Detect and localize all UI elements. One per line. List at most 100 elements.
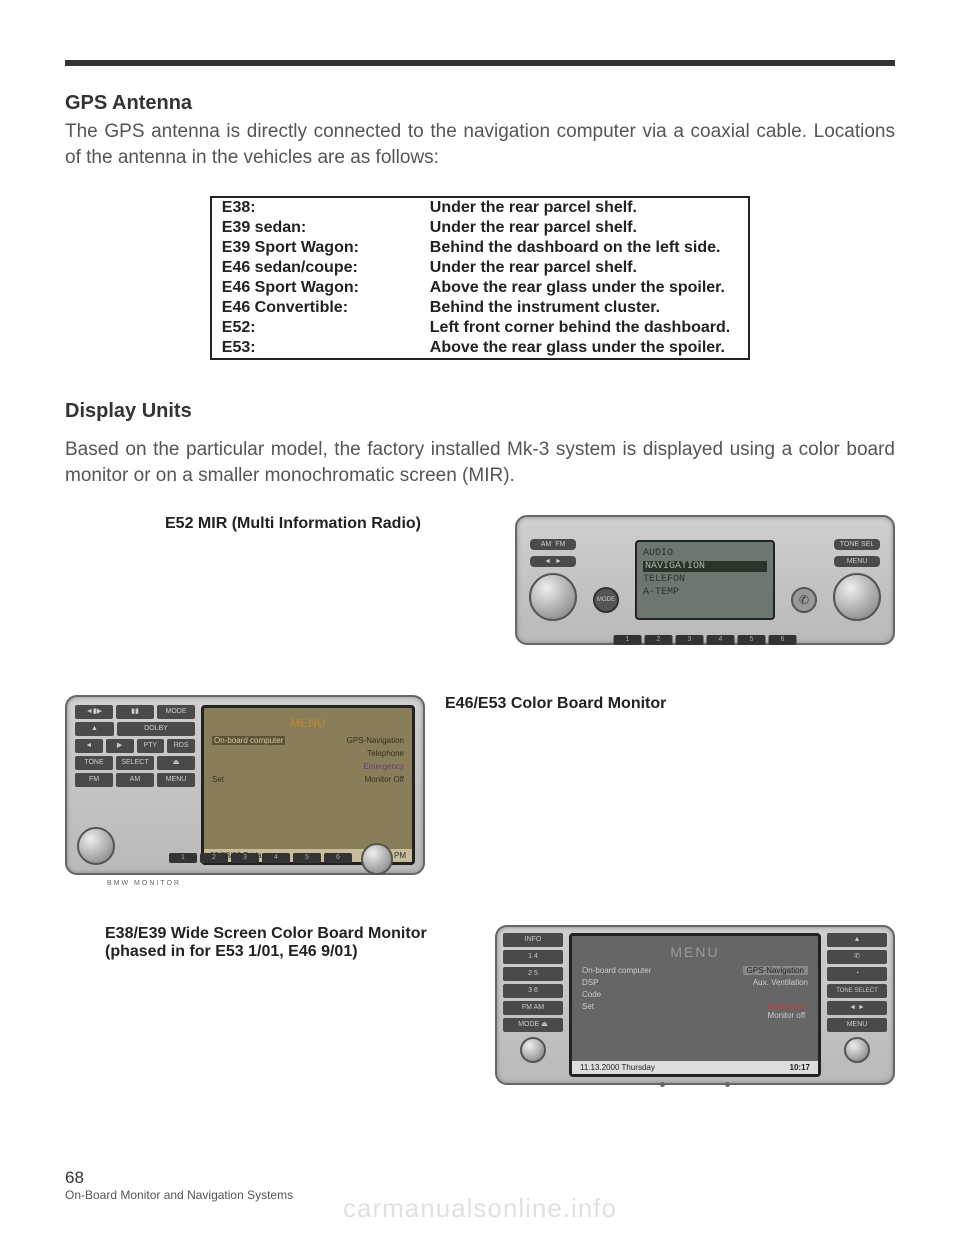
preset-3[interactable]: 3	[676, 635, 704, 645]
mode-button[interactable]: MODE	[593, 587, 619, 613]
tone-select-button[interactable]: TONE SELECT	[827, 984, 887, 998]
tune-knob[interactable]	[833, 573, 881, 621]
wide-gps: GPS-Navigation	[743, 966, 808, 975]
menu-button[interactable]: MENU	[827, 1018, 887, 1032]
loc-model: E53:	[211, 338, 420, 359]
row-wide: E38/E39 Wide Screen Color Board Monitor …	[65, 925, 895, 1085]
pty-button[interactable]: PTY	[137, 739, 165, 753]
mir-line1: AUDIO	[643, 548, 767, 559]
preset-1[interactable]: 1	[169, 853, 197, 863]
seek-left-button[interactable]: ◄	[75, 739, 103, 753]
preset-2[interactable]: 2	[645, 635, 673, 645]
loc-model: E46 Convertible:	[211, 298, 420, 318]
preset-3-6[interactable]: 3 6	[503, 984, 563, 998]
seek-buttons[interactable]: ◄ ►	[827, 1001, 887, 1015]
rds-button[interactable]: RDS	[167, 739, 195, 753]
clock-button[interactable]: ◔	[827, 967, 887, 981]
menu-button[interactable]: MENU	[834, 556, 880, 567]
preset-1[interactable]: 1	[614, 635, 642, 645]
seek-right-icon: ►	[555, 558, 562, 565]
loc-place: Above the rear glass under the spoiler.	[420, 338, 749, 359]
preset-6[interactable]: 6	[324, 853, 352, 863]
pause-button[interactable]: ▮▮	[116, 705, 154, 719]
fm-button[interactable]: FM	[75, 773, 113, 787]
menu-button[interactable]: MENU	[157, 773, 195, 787]
dolby-label: DOLBY	[117, 722, 195, 736]
preset-4[interactable]: 4	[707, 635, 735, 645]
mir-screen: AUDIO NAVIGATION TELEFON A-TEMP	[635, 540, 775, 620]
bmw-monitor-label: BMW MONITOR	[107, 880, 181, 887]
loc-model: E46 sedan/coupe:	[211, 258, 420, 278]
phone-button[interactable]: ✆	[827, 950, 887, 964]
location-table: E38:Under the rear parcel shelf. E39 sed…	[210, 196, 750, 360]
mir-line4: A-TEMP	[643, 587, 767, 598]
wide-set: Set	[582, 1002, 594, 1020]
mir-line2: NAVIGATION	[643, 561, 767, 572]
para-gps: The GPS antenna is directly connected to…	[65, 119, 895, 170]
wide-footer: 11.13.2000 Thursday 10:17	[572, 1061, 818, 1074]
row-e46: ◄▮▶ ▮▮ MODE ▲ DOLBY ◄ ▶ PTY RDS TONE SEL…	[65, 695, 895, 875]
e46-emerg: Emergency	[364, 762, 404, 771]
preset-2-5[interactable]: 2 5	[503, 967, 563, 981]
volume-knob[interactable]	[520, 1037, 546, 1063]
tune-knob[interactable]	[844, 1037, 870, 1063]
preset-row: 1 2 3 4 5 6	[614, 635, 797, 645]
phone-icon[interactable]: ✆	[791, 587, 817, 613]
select-button[interactable]: SELECT	[116, 756, 154, 770]
footer-title: On-Board Monitor and Navigation Systems	[65, 1188, 293, 1202]
fm-am-button[interactable]: FM AM	[503, 1001, 563, 1015]
loc-model: E39 sedan:	[211, 218, 420, 238]
page-number: 68	[65, 1168, 293, 1188]
led-dot	[725, 1082, 730, 1087]
preset-2[interactable]: 2	[200, 853, 228, 863]
wide-emerg: Emergency	[768, 1002, 808, 1011]
label-e46: E46/E53 Color Board Monitor	[445, 695, 895, 713]
info-button[interactable]: INFO	[503, 933, 563, 947]
e46-gps: GPS-Navigation	[347, 736, 404, 745]
tune-knob[interactable]	[361, 843, 393, 875]
e46-monoff: Monitor Off	[365, 775, 404, 784]
am-fm-button[interactable]: AM FM	[530, 539, 576, 550]
mode-button[interactable]: MODE	[157, 705, 195, 719]
seek-right-button[interactable]: ▶	[106, 739, 134, 753]
eject-button[interactable]: ▲	[75, 722, 114, 736]
row-mir: E52 MIR (Multi Information Radio) AM FM …	[65, 515, 895, 645]
mode-eject-button[interactable]: MODE ⏏	[503, 1018, 563, 1032]
loc-place: Under the rear parcel shelf.	[420, 218, 749, 238]
am-button[interactable]: AM	[116, 773, 154, 787]
e46-presets: 1 2 3 4 5 6	[169, 853, 393, 875]
wide-time: 10:17	[790, 1063, 810, 1072]
label-wide: E38/E39 Wide Screen Color Board Monitor …	[65, 925, 475, 961]
e46-obc: On-board computer	[212, 736, 285, 745]
page-footer: 68 On-Board Monitor and Navigation Syste…	[65, 1168, 293, 1202]
preset-1-4[interactable]: 1 4	[503, 950, 563, 964]
preset-6[interactable]: 6	[769, 635, 797, 645]
eject-up-button[interactable]: ▲	[827, 933, 887, 947]
heading-display: Display Units	[65, 400, 895, 423]
wide-left-side: INFO 1 4 2 5 3 6 FM AM MODE ⏏	[503, 933, 563, 1077]
e46-set: Set	[212, 775, 224, 784]
tone-button[interactable]: TONE	[75, 756, 113, 770]
loc-place: Behind the dashboard on the left side.	[420, 238, 749, 258]
heading-gps: GPS Antenna	[65, 92, 895, 115]
location-table-wrap: E38:Under the rear parcel shelf. E39 sed…	[65, 196, 895, 360]
seek-buttons[interactable]: ◄ ►	[530, 556, 576, 567]
volume-knob[interactable]	[77, 827, 115, 865]
top-rule	[65, 60, 895, 66]
cassette-eject-button[interactable]: ⏏	[157, 756, 195, 770]
e46-screen-title: MENU	[212, 716, 404, 730]
preset-5[interactable]: 5	[738, 635, 766, 645]
tone-sel-button[interactable]: TONE SEL	[834, 539, 881, 550]
volume-knob[interactable]	[529, 573, 577, 621]
led-dot	[660, 1082, 665, 1087]
rewind-button[interactable]: ◄▮▶	[75, 705, 113, 719]
wide-monoff: Monitor off	[768, 1011, 806, 1020]
preset-5[interactable]: 5	[293, 853, 321, 863]
preset-4[interactable]: 4	[262, 853, 290, 863]
unit-e46: ◄▮▶ ▮▮ MODE ▲ DOLBY ◄ ▶ PTY RDS TONE SEL…	[65, 695, 425, 875]
loc-place: Under the rear parcel shelf.	[420, 197, 749, 218]
fm-label: FM	[555, 541, 565, 548]
wide-title: MENU	[582, 944, 808, 960]
preset-3[interactable]: 3	[231, 853, 259, 863]
loc-place: Left front corner behind the dashboard.	[420, 318, 749, 338]
